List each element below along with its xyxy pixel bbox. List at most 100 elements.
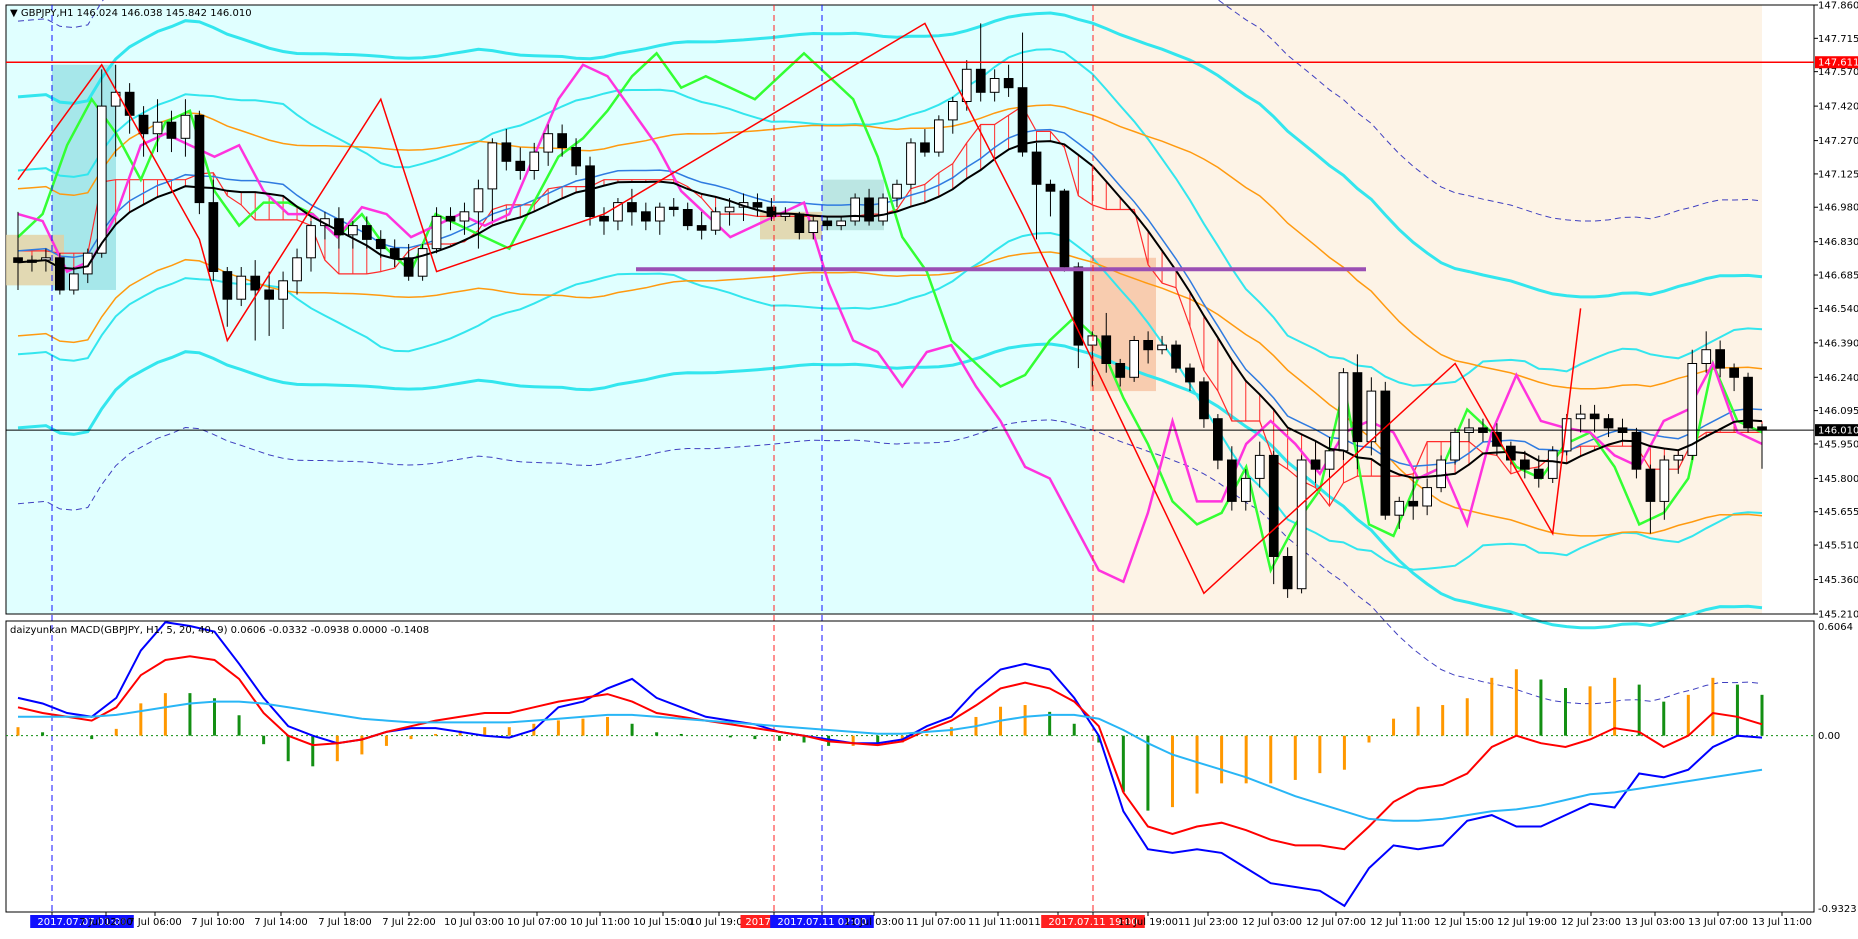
candle-body [1227, 459, 1237, 502]
time-tick-label: 10 Jul 11:00 [570, 917, 630, 928]
candle-body [96, 105, 107, 254]
candle-body [1450, 431, 1460, 461]
time-marker-badge [1041, 915, 1145, 928]
time-tick-label: 11 Jul 23:00 [1178, 917, 1238, 928]
price-tick-label: 147.125 [1818, 169, 1858, 180]
candle-body [1520, 459, 1530, 470]
candle-body [1171, 344, 1181, 369]
band-upper-cyan [17, 11, 1763, 299]
time-tick-label: 13 Jul 07:00 [1688, 917, 1748, 928]
blue-line [17, 128, 1763, 468]
price-tick-label: 147.570 [1818, 67, 1858, 78]
candle-body [1157, 344, 1167, 351]
candle-body [752, 202, 763, 208]
time-tick-label: 13 Jul 11:00 [1752, 917, 1812, 928]
candle-body [459, 211, 470, 222]
candle-body [1017, 87, 1028, 153]
time-tick-label: 11 Jul 19:00 [1118, 917, 1178, 928]
candle-body [124, 91, 135, 116]
candle-body [1743, 376, 1753, 429]
candle-body [1282, 556, 1293, 590]
chart-title: ▼ GBPJPY,H1 146.024 146.038 145.842 146.… [10, 8, 252, 19]
candle-body [557, 133, 567, 148]
price-tick-label: 146.095 [1818, 406, 1858, 417]
time-tick-label: 12 Jul 03:00 [1242, 917, 1302, 928]
candle-body [543, 133, 554, 153]
candle-body [1213, 418, 1223, 461]
candle-body [948, 101, 958, 121]
candle-body [585, 165, 595, 217]
candle-body [1575, 413, 1586, 420]
candle-body [334, 218, 344, 236]
candle-body [306, 225, 316, 259]
candle-body [1003, 78, 1014, 89]
candle-body [110, 91, 121, 107]
candle-body [627, 202, 637, 213]
time-tick-label: 10 Jul 07:00 [507, 917, 567, 928]
price-tick-label: 147.715 [1818, 34, 1858, 45]
candle-body [473, 188, 484, 213]
candle-body [1115, 363, 1126, 378]
candle-body [878, 197, 888, 222]
price-tick-label: 147.420 [1818, 102, 1858, 113]
price-tick-label: 147.270 [1818, 136, 1858, 147]
band-lower-inner-cyan [17, 231, 1763, 571]
zigzag-line [17, 22, 1582, 595]
candle-body [850, 197, 860, 222]
candle-body [348, 225, 358, 236]
price-frame [5, 4, 1815, 615]
candle-body [501, 142, 512, 162]
candle-body [487, 142, 498, 190]
time-tick-label: 10 Jul 15:00 [633, 917, 693, 928]
candle-body [515, 160, 526, 172]
time-tick-label: 7 Jul 10:00 [191, 917, 245, 928]
price-tick-label: 145.360 [1818, 575, 1858, 586]
candle-body [655, 206, 665, 222]
time-tick-label: 11 Jul 07:00 [906, 917, 966, 928]
candle-body [403, 257, 414, 277]
candle-body [264, 289, 274, 300]
candle-body [69, 273, 79, 291]
price-tick-label: 145.655 [1818, 507, 1858, 518]
price-tick-label: 145.950 [1818, 439, 1858, 450]
candle-body [1533, 468, 1544, 479]
macd-title: daizyunkan MACD(GBPJPY, H1, 5, 20, 40, 9… [10, 625, 429, 636]
candle-body [278, 280, 288, 300]
price-marker-badge [1815, 424, 1858, 437]
candle-body [822, 220, 833, 227]
candle-body [138, 114, 149, 135]
price-tick-label: 146.685 [1818, 271, 1858, 282]
candle-body [934, 119, 944, 153]
candle-body [236, 275, 247, 300]
candle-body [1603, 418, 1614, 429]
candle-body [194, 114, 205, 204]
time-tick-label: 10 Jul 19:00 [689, 917, 749, 928]
candle-body [1268, 454, 1279, 557]
candle-body [599, 215, 609, 222]
price-tick-label: 146.240 [1818, 373, 1858, 384]
candle-body [208, 202, 219, 273]
moving-average-line [17, 140, 1763, 479]
candle-body [1701, 349, 1712, 365]
candle-body [1031, 151, 1042, 185]
band-upper-inner-cyan [17, 48, 1763, 387]
candle-body [613, 202, 623, 222]
candle-body [529, 151, 540, 172]
candle-body [82, 252, 93, 275]
candle-body [1045, 183, 1056, 192]
candle-body [1185, 367, 1195, 383]
time-marker-badge [30, 915, 134, 928]
time-tick-label: 12 Jul 23:00 [1561, 917, 1621, 928]
candle-body [1199, 381, 1209, 420]
candle-body [1645, 468, 1656, 502]
candle-body [989, 78, 1000, 93]
time-tick-label: 7 Jul 02:00 [79, 917, 133, 928]
candle-body [222, 271, 233, 300]
macd-panel: 0.6064 0.00 -0.9323 daizyunkan MACD(GBPJPY,… [5, 620, 1857, 915]
candle-body [682, 209, 693, 227]
candle-body [1394, 500, 1405, 516]
candle-body [696, 225, 707, 231]
macd-series-line [17, 655, 1763, 851]
